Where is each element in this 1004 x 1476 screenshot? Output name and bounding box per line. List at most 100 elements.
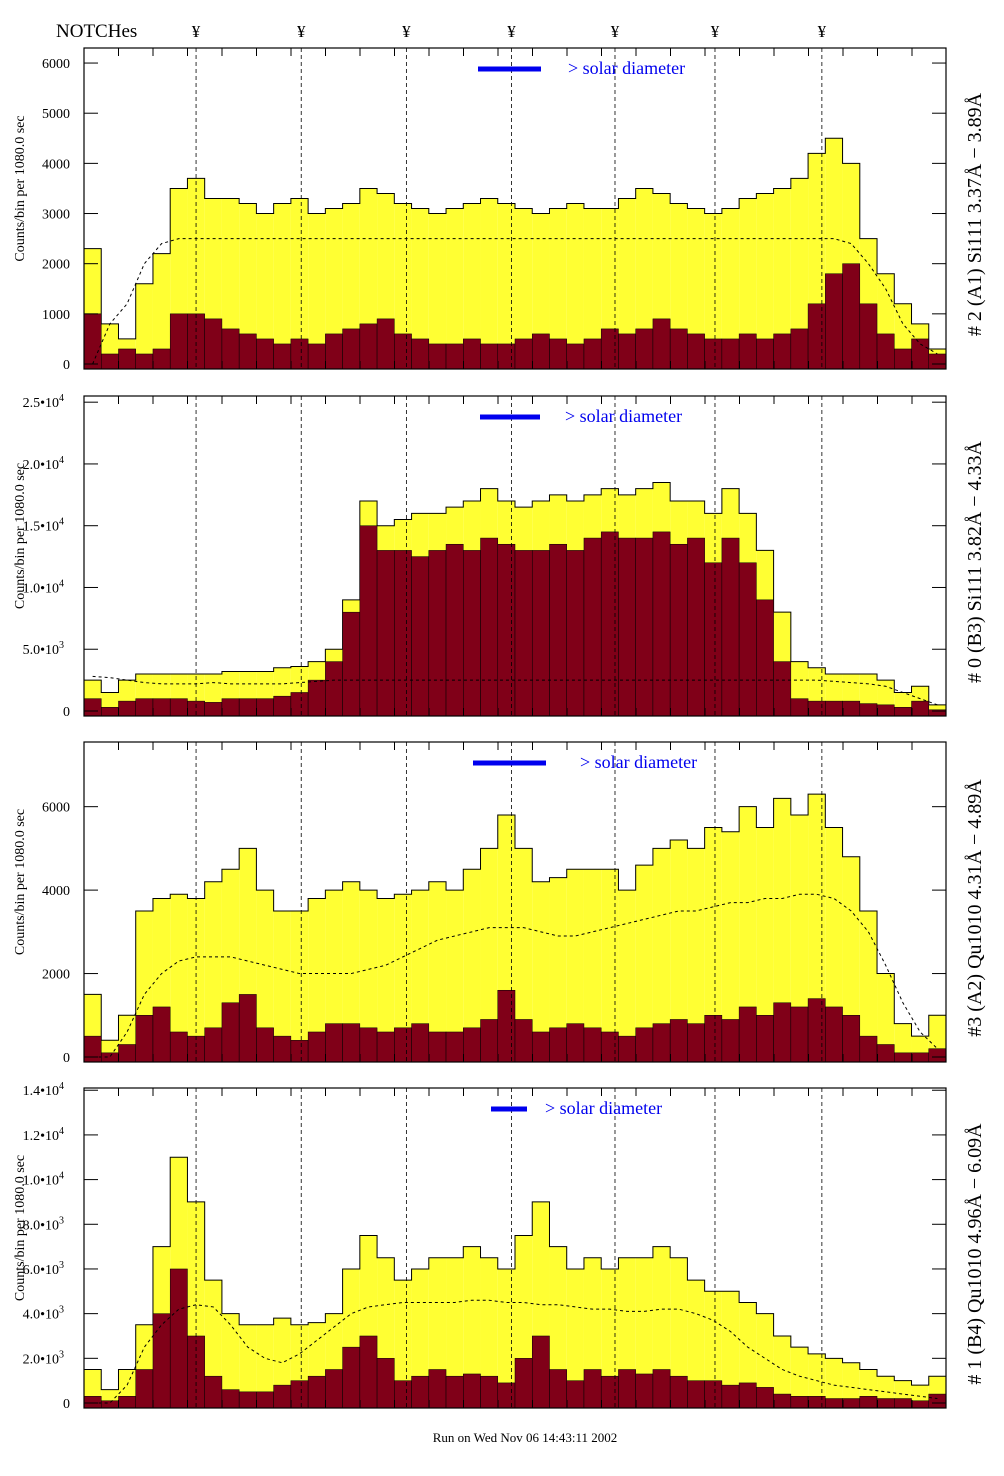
background-bar bbox=[152, 348, 171, 370]
background-bar bbox=[428, 550, 447, 717]
background-bar bbox=[497, 989, 516, 1063]
background-bar bbox=[480, 537, 499, 717]
background-bar bbox=[876, 333, 895, 370]
background-bar bbox=[825, 273, 843, 370]
level-line bbox=[92, 893, 938, 1058]
background-bar bbox=[290, 1040, 309, 1063]
background-bar bbox=[583, 1369, 602, 1409]
background-bar bbox=[911, 700, 930, 717]
y-tick-label: 2000 bbox=[42, 968, 70, 983]
solar-diameter-legend-label: > solar diameter bbox=[565, 406, 682, 426]
background-bar bbox=[273, 1035, 292, 1063]
background-bar bbox=[514, 1019, 533, 1063]
total-bar bbox=[273, 203, 291, 369]
total-bar bbox=[549, 1246, 567, 1408]
panel-title: # 1 (B4) Qu1010 4.96Å − 6.09Å bbox=[964, 1123, 986, 1385]
total-bar bbox=[756, 827, 774, 1062]
y-tick-label: 4.0•103 bbox=[23, 1305, 64, 1323]
total-bar bbox=[411, 208, 429, 369]
y-tick-label: 1.0•104 bbox=[23, 578, 64, 596]
panel-title: # 2 (A1) Si111 3.37Å − 3.89Å bbox=[964, 92, 986, 336]
total-bar bbox=[463, 869, 481, 1062]
background-bar bbox=[497, 543, 516, 717]
notch-glyph: ¥ bbox=[192, 22, 201, 41]
level-line bbox=[92, 1299, 938, 1404]
background-bar bbox=[721, 1019, 740, 1063]
background-bar bbox=[376, 550, 395, 717]
background-bar bbox=[928, 1048, 947, 1063]
background-bar bbox=[394, 333, 412, 370]
y-tick-label: 6000 bbox=[42, 801, 70, 816]
background-bar bbox=[342, 328, 361, 370]
total-bar bbox=[825, 827, 843, 1062]
background-bar bbox=[842, 1398, 861, 1409]
total-bar bbox=[239, 1324, 257, 1408]
total-bar bbox=[635, 1257, 653, 1408]
background-bar bbox=[376, 1031, 395, 1063]
background-bar bbox=[566, 1380, 585, 1409]
background-bar bbox=[669, 1019, 688, 1063]
background-bar bbox=[583, 537, 602, 717]
background-bar bbox=[928, 353, 947, 370]
background-bar bbox=[807, 1396, 826, 1409]
solar-diameter-legend-label: > solar diameter bbox=[568, 58, 685, 78]
background-bar bbox=[238, 1391, 257, 1409]
background-bar bbox=[635, 1027, 654, 1063]
panel-1: 0 5.0•103 1.0•104 1.5•104 2.0•104 2.5•104 Coun… bbox=[13, 393, 986, 720]
background-bar bbox=[618, 333, 636, 370]
y-tick-label: 0 bbox=[63, 358, 70, 373]
y-tick-label: 1.4•104 bbox=[23, 1081, 64, 1099]
background-bar bbox=[445, 343, 464, 370]
y-axis-label: Counts/bin per 1080.0 sec bbox=[13, 809, 28, 955]
background-bar bbox=[842, 263, 861, 370]
background-bar bbox=[566, 1023, 585, 1063]
background-bar bbox=[807, 700, 826, 717]
background-bar bbox=[669, 1375, 688, 1409]
total-bar bbox=[480, 1257, 498, 1408]
background-bar bbox=[428, 343, 447, 370]
total-bar bbox=[170, 894, 188, 1062]
total-bar bbox=[256, 213, 274, 369]
y-axis-label: Counts/bin per 1080.0 sec bbox=[13, 1155, 28, 1301]
background-bar bbox=[480, 1375, 499, 1409]
background-bar bbox=[83, 1396, 102, 1409]
panel-title: #3 (A2) Qu1010 4.31Å − 4.89Å bbox=[964, 779, 986, 1037]
background-bar bbox=[876, 1044, 895, 1063]
background-bar bbox=[721, 537, 740, 717]
total-bar bbox=[325, 208, 343, 369]
background-bar bbox=[652, 531, 671, 717]
background-bar bbox=[790, 1396, 809, 1409]
total-bar bbox=[704, 1291, 722, 1408]
total-bar bbox=[583, 208, 602, 369]
panel-frame bbox=[83, 741, 947, 1063]
background-bar bbox=[704, 1380, 723, 1409]
background-bar bbox=[135, 1015, 154, 1063]
total-bar bbox=[135, 283, 153, 369]
total-bar bbox=[566, 869, 584, 1062]
total-bar bbox=[670, 840, 688, 1062]
background-bar bbox=[204, 1027, 223, 1063]
total-bar bbox=[394, 894, 412, 1062]
total-bar bbox=[687, 848, 705, 1062]
background-bar bbox=[359, 323, 378, 370]
background-bar bbox=[652, 1369, 671, 1409]
total-bar bbox=[704, 827, 722, 1062]
background-bar bbox=[704, 338, 723, 370]
total-bar bbox=[790, 815, 809, 1062]
background-bar bbox=[204, 318, 223, 370]
background-bar bbox=[411, 1375, 430, 1409]
total-bar bbox=[790, 1347, 809, 1408]
total-bar bbox=[670, 203, 688, 369]
background-bar bbox=[738, 1382, 757, 1409]
total-bar bbox=[773, 798, 791, 1062]
y-tick-label: 5000 bbox=[42, 107, 70, 122]
total-bar bbox=[601, 869, 619, 1062]
background-bar bbox=[497, 1382, 516, 1409]
total-bar bbox=[549, 877, 567, 1062]
background-bar bbox=[583, 338, 602, 370]
background-bar bbox=[118, 1396, 136, 1409]
total-bar bbox=[721, 831, 740, 1062]
background-bar bbox=[376, 1358, 395, 1409]
background-bar bbox=[359, 1335, 378, 1409]
background-bar bbox=[790, 328, 809, 370]
